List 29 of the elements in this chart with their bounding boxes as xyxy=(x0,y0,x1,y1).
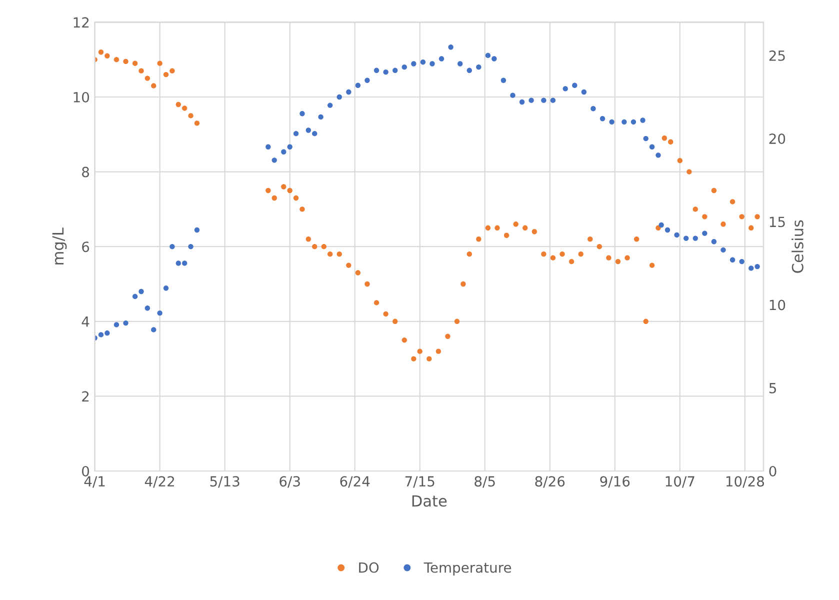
y-tick-label: 12 xyxy=(74,17,89,28)
x-tick-label: 7/15 xyxy=(405,476,434,488)
y-tick-label: 4 xyxy=(82,316,90,327)
x-tick-label: 6/24 xyxy=(340,476,370,488)
x-tick-label: 10/7 xyxy=(666,476,694,488)
legend-label: Temperature xyxy=(424,562,512,576)
x-tick-label: 9/16 xyxy=(600,476,630,488)
legend-label: DO xyxy=(359,562,379,573)
y-tick-label: 6 xyxy=(82,242,90,252)
x-tick-label: 4/22 xyxy=(144,476,174,488)
y-tick-label: 8 xyxy=(82,166,89,178)
x-tick-label: 8/5 xyxy=(474,476,495,488)
y-tick-label: 2 xyxy=(82,391,89,402)
y-axis-title: mg/L xyxy=(52,228,67,264)
y2-tick-label: 5 xyxy=(769,383,776,394)
y2-tick-label: 20 xyxy=(769,134,786,144)
x-tick-label: 4/1 xyxy=(84,476,105,488)
x-tick-label: 6/3 xyxy=(280,476,300,488)
x-tick-label: 8/26 xyxy=(535,476,565,488)
y-tick-label: 10 xyxy=(74,92,90,102)
y2-tick-label: 10 xyxy=(770,300,786,310)
x-axis-title: Date xyxy=(412,495,447,507)
y2-tick-label: 0 xyxy=(769,466,776,476)
y-tick-label: 0 xyxy=(82,466,90,476)
x-tick-label: 10/28 xyxy=(726,476,764,488)
y2-tick-label: 25 xyxy=(769,50,785,61)
y2-tick-label: 15 xyxy=(770,216,785,228)
y2-axis-title: Celsius xyxy=(792,220,804,273)
x-tick-label: 5/13 xyxy=(210,476,240,488)
